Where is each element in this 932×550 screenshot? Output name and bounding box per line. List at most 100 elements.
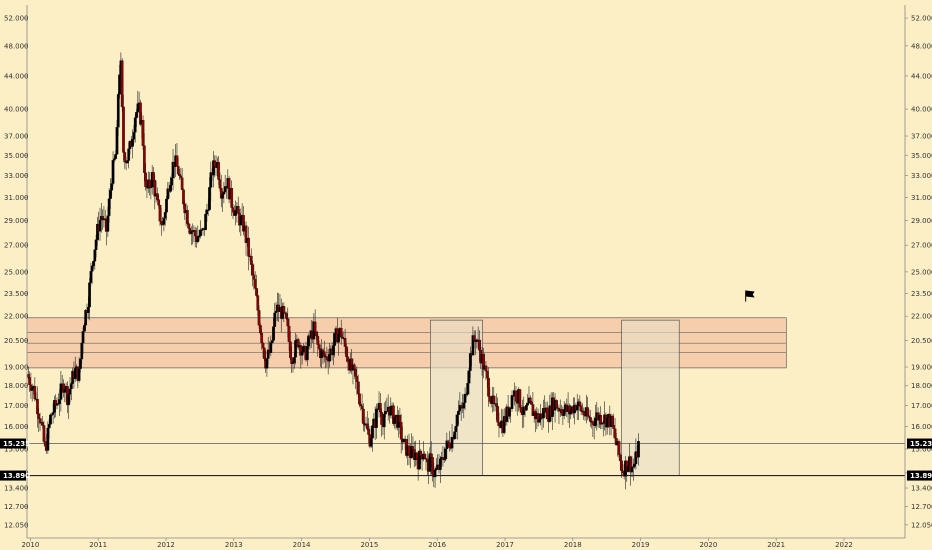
price-tag-right-text: 15.235 [910, 440, 932, 448]
y-tick-label-left: 12.700 [4, 503, 29, 511]
candle [221, 194, 224, 199]
candle [217, 162, 221, 180]
y-tick-label-left: 17.000 [4, 402, 29, 410]
y-tick-label-left: 44.000 [4, 72, 29, 80]
candle [322, 351, 326, 357]
candle [487, 377, 490, 397]
y-tick-label-right: 12.050 [911, 521, 932, 529]
candle [252, 274, 256, 280]
candle [162, 218, 166, 225]
candle [26, 374, 30, 378]
candle [591, 421, 595, 425]
candle [617, 441, 621, 455]
candle [472, 335, 476, 341]
candle [620, 460, 623, 471]
candle [378, 403, 382, 413]
candle [415, 452, 419, 460]
candle [37, 413, 41, 419]
candle [73, 368, 77, 379]
projection-boxes-layer [430, 319, 680, 476]
y-tick-label-right: 20.500 [911, 337, 932, 345]
candle [136, 103, 140, 113]
candle [236, 206, 240, 214]
candle [193, 230, 197, 237]
candle [407, 445, 411, 455]
candle [204, 213, 207, 231]
candle [352, 364, 356, 370]
candle [365, 423, 369, 430]
candle [122, 106, 125, 153]
candle [518, 389, 522, 408]
candle [46, 427, 50, 451]
candle [261, 342, 265, 349]
candle [88, 282, 91, 308]
x-tick-label: 2020 [699, 541, 717, 549]
candle [287, 325, 291, 342]
candle [92, 261, 95, 267]
candle [103, 218, 107, 221]
candle [510, 395, 514, 409]
candle [325, 356, 329, 360]
axes-layer: 52.000 52.000 48.000 48.000 44.000 44.000 40.0… [0, 5, 932, 549]
candle [30, 387, 34, 391]
candle [305, 346, 309, 361]
y-tick-label-left: 33.000 [4, 172, 29, 180]
candle [282, 306, 286, 313]
y-tick-label-left: 19.000 [4, 363, 29, 371]
candle [251, 264, 254, 275]
candle [274, 310, 278, 314]
candle [555, 400, 558, 408]
candle [109, 190, 112, 199]
candle [485, 371, 489, 379]
candle [313, 321, 317, 332]
candle [337, 333, 340, 343]
y-tick-label-right: 40.000 [911, 106, 932, 114]
x-tick-label: 2010 [21, 541, 39, 549]
candle [359, 404, 363, 407]
y-tick-label-left: 18.000 [4, 382, 29, 390]
candle [582, 410, 586, 416]
candle [132, 132, 136, 140]
candle [144, 172, 147, 187]
candle [170, 177, 174, 186]
candle [519, 407, 523, 413]
candle [180, 177, 184, 190]
candles-layer [26, 52, 640, 490]
candle [115, 127, 119, 155]
y-tick-label-right: 52.000 [911, 15, 932, 23]
horizontal-levels-layer [27, 443, 905, 477]
candle [292, 357, 296, 363]
candle [459, 405, 463, 407]
candle [197, 235, 201, 238]
candle [466, 383, 470, 395]
candle [208, 187, 211, 210]
candle [530, 401, 533, 405]
candle [621, 470, 625, 474]
candle [291, 362, 295, 364]
candle [612, 424, 616, 429]
candle [333, 333, 337, 346]
candle [80, 342, 84, 360]
y-tick-label-left: 48.000 [4, 42, 29, 50]
price-tag-left-text: 13.890 [3, 472, 30, 480]
candle [253, 279, 257, 289]
candle [111, 160, 115, 184]
y-tick-label-right: 48.000 [911, 42, 932, 50]
candle [247, 237, 251, 257]
candle [69, 383, 73, 390]
candle [478, 339, 481, 351]
candle [586, 407, 589, 417]
y-tick-label-right: 12.700 [911, 503, 932, 511]
x-tick-label: 2014 [293, 541, 311, 549]
candle [637, 441, 640, 458]
candle [633, 463, 636, 467]
x-tick-label: 2018 [564, 541, 582, 549]
candle [239, 216, 243, 226]
candle [131, 139, 134, 147]
candle [346, 356, 350, 362]
candle [47, 424, 51, 429]
candle [133, 117, 137, 133]
candle [468, 353, 472, 371]
projection-box-1 [430, 319, 483, 476]
candle [569, 410, 573, 415]
